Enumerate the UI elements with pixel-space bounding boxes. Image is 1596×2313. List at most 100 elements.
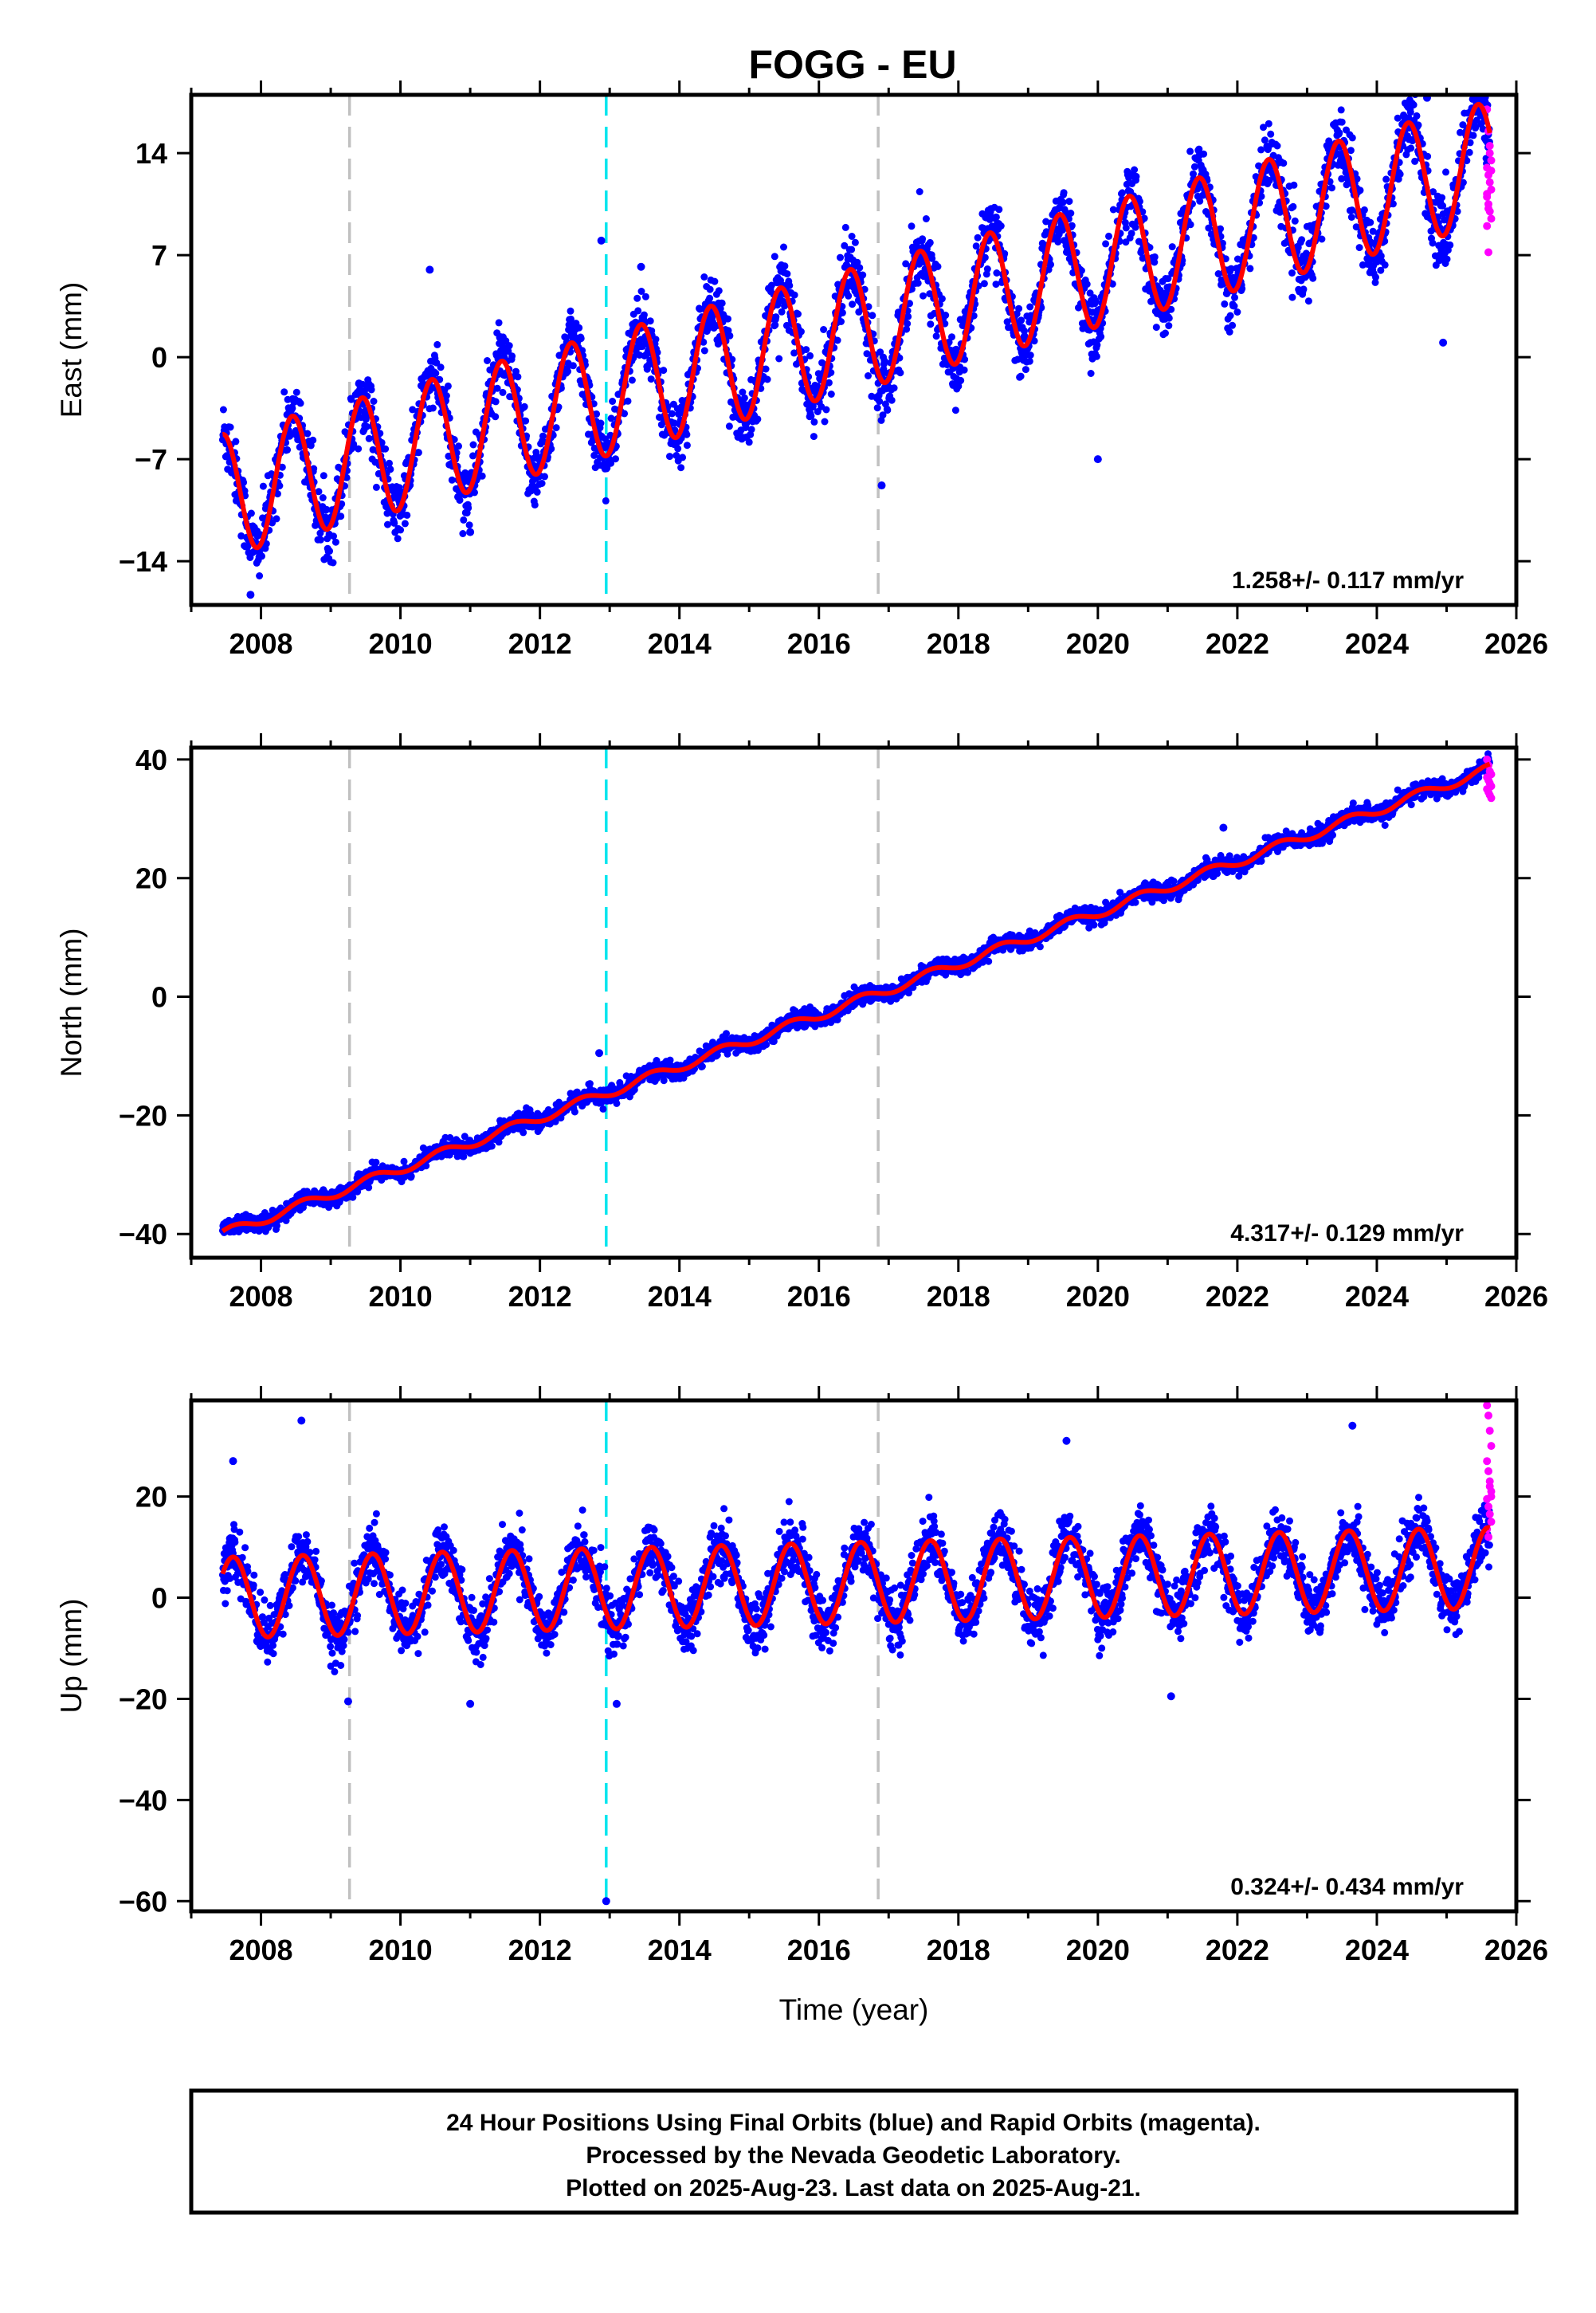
final-orbit-point (838, 308, 846, 316)
final-orbit-point (493, 384, 501, 392)
final-orbit-point (469, 441, 477, 449)
final-orbit-point (1298, 236, 1306, 244)
final-orbit-point (304, 430, 312, 438)
final-orbit-point (400, 1157, 408, 1165)
final-orbit-point (593, 410, 601, 418)
final-orbit-point (716, 304, 724, 312)
final-orbit-point (1377, 266, 1385, 274)
final-orbit-point (1309, 274, 1317, 282)
final-orbit-point (273, 1222, 280, 1230)
final-orbit-point (1255, 162, 1263, 170)
final-orbit-point (1355, 244, 1363, 252)
final-orbit-point (974, 234, 982, 242)
final-orbit-point (365, 434, 373, 442)
final-orbit-point (401, 520, 409, 528)
final-orbit-point (666, 453, 673, 461)
final-orbit-point (422, 1162, 430, 1170)
final-orbit-point (896, 369, 904, 377)
final-orbit-point (577, 335, 585, 343)
final-orbit-point (1190, 170, 1197, 178)
rapid-orbit-point (1483, 190, 1492, 198)
final-orbit-point (848, 233, 856, 240)
final-orbit-point (726, 332, 734, 340)
final-orbit-point (951, 406, 959, 414)
final-orbit-point (880, 357, 888, 364)
final-orbit-point (444, 382, 452, 390)
outlier-point (1439, 338, 1448, 347)
plot-area (218, 84, 1496, 605)
final-orbit-point (1469, 84, 1476, 91)
final-orbit-point (1288, 269, 1296, 277)
final-orbit-point (602, 497, 610, 505)
final-orbit-point (1438, 194, 1446, 202)
outlier-point (637, 262, 645, 271)
final-orbit-point (1371, 278, 1379, 286)
final-orbit-point (711, 277, 719, 285)
final-orbit-point (1347, 147, 1355, 155)
final-orbit-point (706, 294, 714, 302)
final-orbit-point (240, 478, 248, 486)
final-orbit-point (276, 482, 284, 489)
final-orbit-point (981, 253, 989, 261)
final-orbit-point (641, 293, 649, 300)
x-tick-label: 2008 (229, 627, 292, 660)
final-orbit-point (448, 476, 456, 484)
final-orbit-point (329, 559, 337, 567)
final-orbit-point (919, 235, 927, 243)
x-tick-label: 2022 (1206, 627, 1269, 660)
y-tick-label: −7 (135, 443, 167, 476)
final-orbit-point (833, 336, 841, 344)
final-orbit-point (1443, 255, 1451, 263)
final-orbit-point (683, 430, 691, 438)
final-orbit-point (1246, 265, 1254, 273)
final-orbit-point (465, 504, 473, 512)
final-orbit-point (437, 363, 445, 371)
final-orbit-point (1405, 114, 1413, 122)
final-orbit-point (700, 338, 708, 346)
final-orbit-point (1001, 249, 1009, 257)
final-orbit-point (564, 367, 572, 375)
final-orbit-point (879, 411, 887, 419)
final-orbit-point (1102, 240, 1110, 248)
rapid-orbit-point (1484, 204, 1492, 213)
final-orbit-point (403, 511, 411, 519)
final-orbit-point (296, 399, 304, 407)
final-orbit-point (1347, 214, 1355, 221)
final-orbit-point (775, 355, 783, 363)
final-orbit-point (459, 530, 467, 537)
final-orbit-point (520, 403, 528, 410)
final-orbit-point (1017, 372, 1025, 380)
final-orbit-point (552, 424, 560, 432)
final-orbit-point (219, 406, 227, 414)
final-orbit-point (660, 1077, 668, 1085)
final-orbit-point (1200, 150, 1208, 158)
final-orbit-point (1230, 302, 1238, 310)
final-orbit-point (1217, 225, 1224, 233)
final-orbit-point (1131, 223, 1139, 231)
final-orbit-point (1414, 121, 1422, 129)
final-orbit-point (916, 188, 923, 195)
final-orbit-point (763, 375, 771, 383)
final-orbit-point (508, 352, 516, 360)
final-orbit-point (1151, 253, 1159, 261)
final-orbit-point (280, 388, 288, 396)
final-orbit-point (825, 379, 833, 387)
final-orbit-point (607, 459, 615, 467)
final-orbit-point (1328, 184, 1335, 192)
final-orbit-point (1135, 198, 1143, 206)
final-orbit-point (326, 547, 334, 555)
final-orbit-point (904, 312, 912, 320)
final-orbit-point (698, 1062, 706, 1070)
final-orbit-point (495, 1138, 503, 1146)
final-orbit-point (1167, 305, 1175, 313)
final-orbit-point (780, 243, 787, 251)
final-orbit-point (679, 454, 687, 461)
final-orbit-point (1108, 280, 1116, 288)
final-orbit-point (993, 269, 1001, 277)
final-orbit-point (1394, 114, 1402, 122)
final-orbit-point (1381, 261, 1389, 269)
final-orbit-point (1214, 270, 1222, 277)
final-orbit-point (1396, 171, 1404, 179)
final-orbit-point (1132, 172, 1140, 180)
final-orbit-point (1168, 243, 1176, 251)
